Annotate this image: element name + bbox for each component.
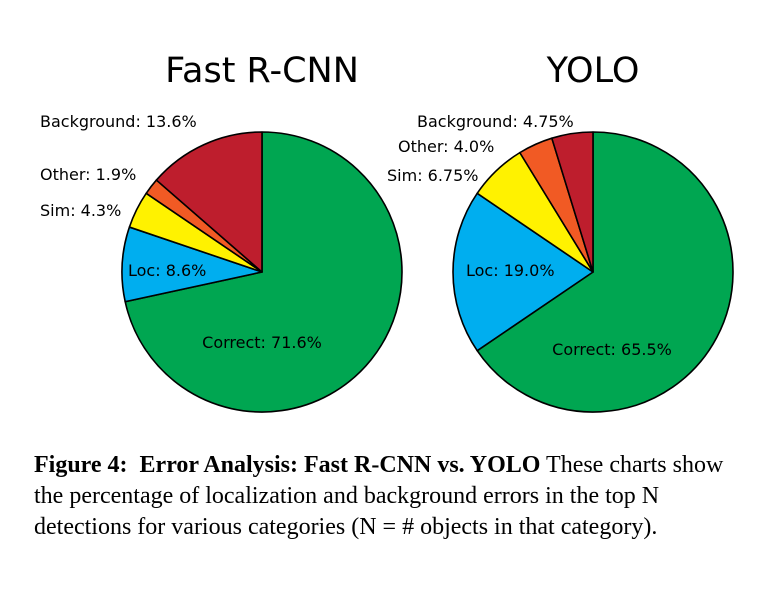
slice-label-background: Background: 4.75%: [417, 112, 574, 131]
slice-label-loc: Loc: 19.0%: [466, 261, 555, 280]
slice-label-sim: Sim: 4.3%: [40, 201, 121, 220]
slice-label-background: Background: 13.6%: [40, 112, 197, 131]
figure-caption: Figure 4: Error Analysis: Fast R-CNN vs.…: [34, 450, 744, 543]
slice-label-other: Other: 4.0%: [398, 137, 494, 156]
slice-label-other: Other: 1.9%: [40, 165, 136, 184]
pie-slice-correct: [476, 131, 734, 413]
caption-title: Error Analysis: Fast R-CNN vs. YOLO: [139, 452, 541, 478]
pie-chart-yolo: YOLO Correct: 65.5% Loc: 19.0% Sim: 6.75% O…: [387, 51, 734, 413]
pie-slice-loc: [452, 192, 594, 352]
slice-label-sim: Sim: 6.75%: [387, 166, 479, 185]
pie-chart-fast-rcnn: Fast R-CNN Correct: 71.6% Loc: 8.6% Sim: 4…: [40, 51, 403, 413]
caption-text: These charts show the percentage of loca…: [34, 452, 724, 540]
slice-label-correct: Correct: 71.6%: [202, 333, 322, 352]
caption-figure-label: Figure 4:: [34, 452, 128, 478]
pie-slice-correct: [124, 131, 403, 413]
slice-label-loc: Loc: 8.6%: [128, 261, 206, 280]
pie-slice-background: [155, 131, 263, 273]
chart-title: Fast R-CNN: [165, 51, 359, 91]
slice-label-correct: Correct: 65.5%: [552, 340, 672, 359]
pie-slice-background: [551, 131, 594, 273]
figure-area: Fast R-CNN Correct: 71.6% Loc: 8.6% Sim: 4…: [40, 51, 734, 413]
chart-title: YOLO: [546, 51, 640, 91]
